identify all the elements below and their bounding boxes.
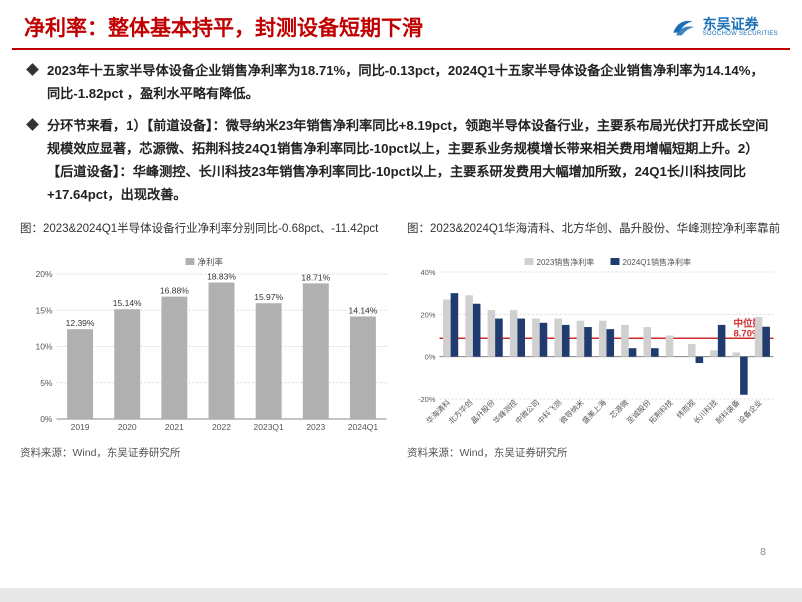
chart-left: 图：2023&2024Q1半导体设备行业净利率分别同比-0.68pct、-11.… <box>20 222 395 460</box>
svg-text:盛美上海: 盛美上海 <box>580 397 609 426</box>
chart-left-source: 资料来源：Wind，东吴证券研究所 <box>20 445 395 460</box>
svg-text:2022: 2022 <box>212 422 231 432</box>
svg-text:2023Q1: 2023Q1 <box>254 422 285 432</box>
svg-text:15.97%: 15.97% <box>254 292 283 302</box>
bullet-1: 2023年十五家半导体设备企业销售净利率为18.71%，同比-0.13pct，2… <box>28 60 774 105</box>
svg-text:12.39%: 12.39% <box>66 318 95 328</box>
brand-logo: 东吴证券 SOOCHOW SECURITIES <box>669 13 778 41</box>
bullet-2: 分环节来看，1）【前道设备】：微导纳米23年销售净利率同比+8.19pct，领跑… <box>28 115 774 206</box>
chart-right-source: 资料来源：Wind，东吴证券研究所 <box>407 445 782 460</box>
chart-right-title: 图：2023&2024Q1华海清科、北方华创、晶升股份、华峰测控净利率靠前 <box>407 222 782 252</box>
chart-right: 图：2023&2024Q1华海清科、北方华创、晶升股份、华峰测控净利率靠前 -2… <box>407 222 782 460</box>
svg-text:2020: 2020 <box>118 422 137 432</box>
header-divider <box>12 48 790 50</box>
slide-title: 净利率：整体基本持平，封测设备短期下滑 <box>24 12 423 42</box>
svg-text:2023销售净利率: 2023销售净利率 <box>537 257 595 267</box>
page-number: 8 <box>760 546 766 558</box>
svg-text:18.71%: 18.71% <box>301 273 330 283</box>
svg-text:-20%: -20% <box>418 395 436 404</box>
svg-text:10%: 10% <box>35 342 52 352</box>
brand-name-cn: 东吴证券 <box>703 17 778 31</box>
svg-text:16.88%: 16.88% <box>160 286 189 296</box>
svg-text:净利率: 净利率 <box>198 257 224 267</box>
svg-text:2021: 2021 <box>165 422 184 432</box>
brand-name-en: SOOCHOW SECURITIES <box>703 31 778 37</box>
chart-left-svg: 0% 5% 10% 15% 20% 净利率 12.39% 2019 15.14% 2020 16.8… <box>20 256 395 441</box>
svg-text:15.14%: 15.14% <box>113 298 142 308</box>
chart-left-title: 图：2023&2024Q1半导体设备行业净利率分别同比-0.68pct、-11.… <box>20 222 395 252</box>
svg-text:20%: 20% <box>420 311 435 320</box>
bullet-marker-icon <box>26 119 39 132</box>
svg-text:5%: 5% <box>40 378 53 388</box>
svg-text:0%: 0% <box>40 414 53 424</box>
svg-text:拓荆科技: 拓荆科技 <box>646 397 675 426</box>
svg-text:2023: 2023 <box>306 422 325 432</box>
svg-text:40%: 40% <box>420 268 435 277</box>
svg-text:18.83%: 18.83% <box>207 272 236 282</box>
svg-text:14.14%: 14.14% <box>349 306 378 316</box>
bullet-2-text: 分环节来看，1）【前道设备】：微导纳米23年销售净利率同比+8.19pct，领跑… <box>47 115 774 206</box>
bullet-marker-icon <box>26 63 39 76</box>
svg-text:设备企业: 设备企业 <box>735 397 764 426</box>
svg-text:20%: 20% <box>35 269 52 279</box>
chart-right-svg: -20%0%20%40%2023销售净利率2024Q1销售净利率中位数8.70%… <box>407 256 782 441</box>
svg-text:2024Q1: 2024Q1 <box>348 422 379 432</box>
svg-text:2019: 2019 <box>71 422 90 432</box>
brand-logo-icon <box>669 13 697 41</box>
bottom-bar <box>0 588 802 602</box>
svg-text:15%: 15% <box>35 305 52 315</box>
bullet-1-text: 2023年十五家半导体设备企业销售净利率为18.71%，同比-0.13pct，2… <box>47 60 774 105</box>
svg-text:0%: 0% <box>425 353 436 362</box>
svg-text:2024Q1销售净利率: 2024Q1销售净利率 <box>623 257 691 267</box>
